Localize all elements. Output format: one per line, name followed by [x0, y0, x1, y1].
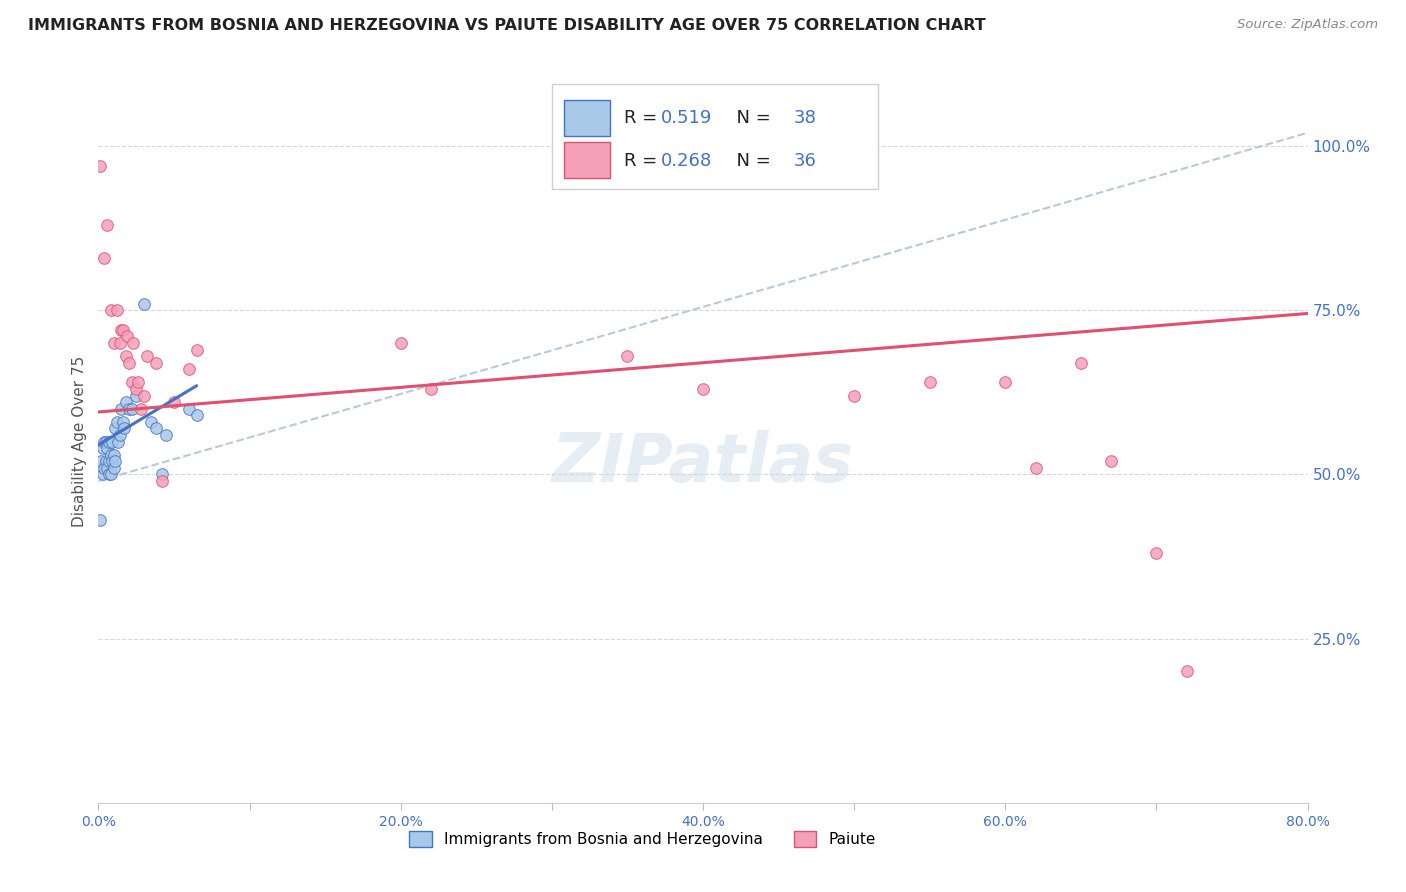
- Text: ZIPatlas: ZIPatlas: [553, 430, 853, 496]
- Point: [918, 376, 941, 390]
- Point: [89, 513, 111, 527]
- Point: [118, 356, 141, 370]
- Point: [186, 343, 208, 357]
- Point: [98, 454, 121, 468]
- Point: [103, 448, 125, 462]
- Point: [1070, 356, 1092, 370]
- Point: [125, 388, 148, 402]
- Point: [132, 388, 155, 402]
- FancyBboxPatch shape: [564, 100, 610, 136]
- Point: [108, 428, 131, 442]
- Point: [105, 415, 128, 429]
- Text: 0.519: 0.519: [661, 109, 711, 127]
- Point: [132, 296, 155, 310]
- Point: [186, 409, 208, 423]
- Point: [89, 159, 111, 173]
- Point: [994, 376, 1017, 390]
- Text: N =: N =: [724, 153, 776, 170]
- Point: [129, 401, 152, 416]
- Point: [163, 395, 186, 409]
- FancyBboxPatch shape: [564, 142, 610, 178]
- Point: [150, 467, 173, 482]
- Point: [93, 460, 115, 475]
- Point: [135, 349, 157, 363]
- Point: [179, 401, 201, 416]
- Point: [121, 401, 143, 416]
- Point: [100, 448, 122, 462]
- Legend: Immigrants from Bosnia and Herzegovina, Paiute: Immigrants from Bosnia and Herzegovina, …: [404, 825, 882, 853]
- Point: [98, 467, 121, 482]
- FancyBboxPatch shape: [551, 84, 879, 189]
- Point: [105, 303, 128, 318]
- Point: [94, 434, 117, 449]
- Point: [101, 454, 124, 468]
- Point: [389, 336, 412, 351]
- Point: [98, 434, 121, 449]
- Text: 36: 36: [793, 153, 817, 170]
- Y-axis label: Disability Age Over 75: Disability Age Over 75: [72, 356, 87, 527]
- Point: [94, 454, 117, 468]
- Text: 38: 38: [793, 109, 817, 127]
- Point: [104, 421, 127, 435]
- Text: IMMIGRANTS FROM BOSNIA AND HERZEGOVINA VS PAIUTE DISABILITY AGE OVER 75 CORRELAT: IMMIGRANTS FROM BOSNIA AND HERZEGOVINA V…: [28, 18, 986, 33]
- Point: [1024, 460, 1046, 475]
- Point: [96, 460, 118, 475]
- Point: [114, 395, 136, 409]
- Point: [103, 336, 125, 351]
- Point: [125, 382, 148, 396]
- Point: [127, 376, 149, 390]
- Point: [100, 303, 122, 318]
- Point: [90, 454, 112, 468]
- Point: [155, 428, 177, 442]
- Text: R =: R =: [624, 153, 664, 170]
- Point: [114, 349, 136, 363]
- Point: [150, 474, 173, 488]
- Point: [110, 401, 132, 416]
- Point: [179, 362, 201, 376]
- Point: [111, 323, 134, 337]
- Point: [1099, 454, 1122, 468]
- Point: [844, 388, 866, 402]
- Point: [1144, 546, 1167, 560]
- Point: [100, 467, 122, 482]
- Point: [96, 441, 118, 455]
- Point: [96, 218, 118, 232]
- Point: [91, 467, 114, 482]
- Text: 0.268: 0.268: [661, 153, 711, 170]
- Point: [112, 421, 135, 435]
- Point: [101, 434, 124, 449]
- Point: [145, 356, 167, 370]
- Point: [111, 415, 134, 429]
- Point: [104, 454, 127, 468]
- Point: [103, 460, 125, 475]
- Point: [121, 376, 143, 390]
- Point: [118, 401, 141, 416]
- Point: [107, 434, 129, 449]
- Point: [1175, 665, 1198, 679]
- Point: [420, 382, 443, 396]
- Text: Source: ZipAtlas.com: Source: ZipAtlas.com: [1237, 18, 1378, 31]
- Point: [91, 441, 114, 455]
- Point: [108, 336, 131, 351]
- Point: [93, 434, 115, 449]
- Point: [93, 251, 115, 265]
- Text: R =: R =: [624, 109, 664, 127]
- Point: [141, 415, 163, 429]
- Point: [110, 323, 132, 337]
- Point: [616, 349, 638, 363]
- Point: [115, 329, 138, 343]
- Point: [122, 336, 145, 351]
- Point: [145, 421, 167, 435]
- Point: [692, 382, 714, 396]
- Text: N =: N =: [724, 109, 776, 127]
